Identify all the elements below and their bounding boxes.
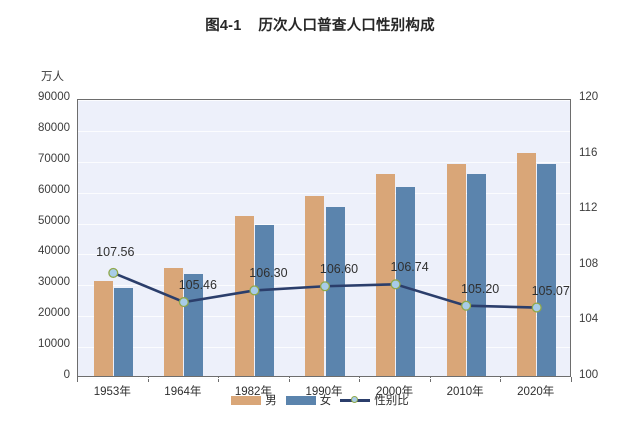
y-axis-unit-label: 万人: [41, 71, 64, 83]
ratio-data-label-2020年: 105.07: [531, 283, 570, 298]
y2-axis-tick-label-104: 104: [579, 313, 599, 326]
bar-swatch-tan-icon: [231, 395, 262, 405]
ratio-marker-2010年: [461, 300, 472, 311]
ratio-data-label-1990年: 106.60: [319, 262, 359, 277]
ratio-data-label-2010年: 105.20: [461, 281, 500, 296]
x-axis-tick-mark: [288, 377, 290, 382]
y-axis-tick-label-50000: 50000: [38, 214, 70, 227]
ratio-marker-1982年: [249, 285, 260, 296]
x-axis-tick-mark: [218, 377, 220, 382]
x-axis-tick-mark: [500, 377, 502, 382]
y2-axis-tick-label-100: 100: [579, 369, 599, 381]
bar-female-1990年: [325, 206, 345, 376]
ratio-data-label-1982年: 106.30: [249, 266, 288, 281]
y-axis-tick-label-80000: 80000: [38, 121, 70, 134]
x-axis-tick-label-1982年: 1982年: [234, 386, 272, 398]
ratio-marker-1964年: [178, 297, 189, 308]
ratio-marker-2020年: [531, 302, 542, 313]
y-axis-tick-label-10000: 10000: [38, 338, 70, 351]
ratio-data-label-1953年: 107.56: [96, 244, 135, 259]
bar-male-2010年: [446, 163, 466, 376]
x-axis-tick-label-1990年: 1990年: [305, 386, 343, 398]
gridline: [78, 192, 570, 194]
bar-female-1953年: [113, 287, 133, 376]
legend-label: 女: [319, 395, 332, 407]
legend-label: 性别比: [374, 395, 409, 407]
gridline: [78, 161, 570, 163]
legend-item-女[interactable]: 女: [285, 392, 332, 408]
legend-item-性别比[interactable]: 性别比: [340, 392, 409, 408]
x-axis-tick-label-2000年: 2000年: [376, 386, 414, 398]
x-axis-tick-label-2020年: 2020年: [517, 386, 555, 398]
bar-female-2000年: [396, 186, 416, 376]
bar-male-2020年: [517, 152, 537, 376]
bar-male-1953年: [93, 280, 113, 376]
bar-female-2020年: [537, 163, 557, 376]
y2-axis-tick-label-120: 120: [579, 91, 599, 103]
x-axis-tick-mark: [77, 377, 78, 382]
ratio-line-chart: [108, 267, 542, 313]
gridline: [78, 100, 570, 101]
y-axis-tick-label-40000: 40000: [38, 245, 70, 258]
y-axis-tick-label-60000: 60000: [38, 183, 70, 196]
y-axis-tick-label-20000: 20000: [38, 307, 70, 320]
y-axis-tick-label-30000: 30000: [38, 276, 70, 289]
x-axis-tick-label-2010年: 2010年: [446, 386, 484, 398]
legend: 男 女 性别比: [0, 392, 640, 408]
x-axis-tick-mark: [571, 377, 572, 382]
ratio-data-label-2000年: 106.74: [390, 260, 429, 275]
ratio-data-label-1964年: 105.46: [178, 278, 217, 293]
x-axis-tick-mark: [147, 377, 149, 382]
x-axis-tick-label-1953年: 1953年: [93, 386, 131, 398]
y2-axis-tick-label-116: 116: [579, 146, 598, 159]
ratio-marker-2000年: [390, 279, 401, 290]
bar-female-1982年: [254, 225, 274, 376]
plot-area: 107.56 105.46 106.30 106.60 106.74 105.20 105.…: [77, 99, 571, 379]
y-axis-tick-label-70000: 70000: [38, 152, 70, 165]
y2-axis-tick-label-112: 112: [579, 202, 598, 215]
x-axis-tick-mark: [359, 377, 361, 382]
ratio-marker-1953年: [108, 267, 119, 278]
line-marker-icon: [340, 395, 371, 405]
legend-item-男[interactable]: 男: [231, 392, 277, 408]
bar-male-2000年: [376, 174, 396, 376]
bar-male-1982年: [234, 215, 254, 376]
page-title: 图4-1 历次人口普查人口性别构成: [205, 18, 435, 34]
bar-swatch-blue-icon: [285, 395, 316, 405]
ratio-marker-1990年: [319, 281, 331, 292]
y-axis-tick-label-0: 0: [63, 369, 70, 381]
gridline: [78, 378, 570, 379]
y-axis-tick-label-90000: 90000: [38, 91, 70, 103]
x-axis-tick-label-1964年: 1964年: [164, 386, 202, 398]
x-axis-tick-mark: [429, 377, 431, 382]
plot-inner: 107.56 105.46 106.30 106.60 106.74 105.20 105.…: [78, 100, 570, 379]
y2-axis-tick-label-108: 108: [579, 257, 599, 270]
bar-female-2010年: [466, 174, 486, 376]
legend-label: 男: [265, 395, 277, 407]
gridline: [78, 130, 570, 132]
